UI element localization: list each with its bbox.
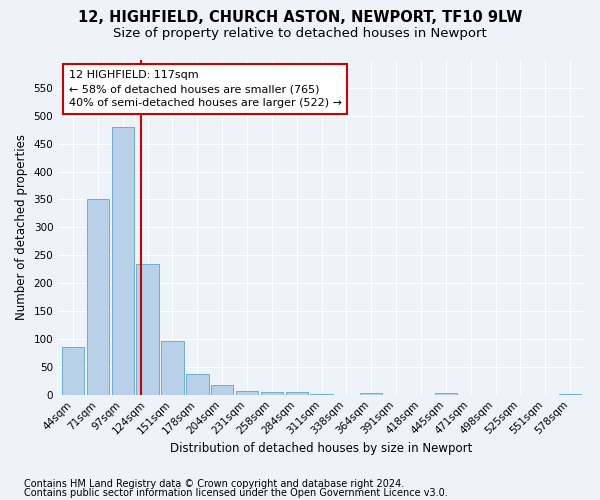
- Bar: [161, 340, 184, 394]
- Bar: [211, 385, 233, 394]
- Text: Contains public sector information licensed under the Open Government Licence v3: Contains public sector information licen…: [24, 488, 448, 498]
- Bar: [434, 393, 457, 394]
- Bar: [87, 200, 109, 394]
- Y-axis label: Number of detached properties: Number of detached properties: [15, 134, 28, 320]
- Text: Contains HM Land Registry data © Crown copyright and database right 2024.: Contains HM Land Registry data © Crown c…: [24, 479, 404, 489]
- Text: 12, HIGHFIELD, CHURCH ASTON, NEWPORT, TF10 9LW: 12, HIGHFIELD, CHURCH ASTON, NEWPORT, TF…: [78, 10, 522, 25]
- Text: 12 HIGHFIELD: 117sqm
← 58% of detached houses are smaller (765)
40% of semi-deta: 12 HIGHFIELD: 117sqm ← 58% of detached h…: [69, 70, 342, 108]
- Bar: [286, 392, 308, 394]
- X-axis label: Distribution of detached houses by size in Newport: Distribution of detached houses by size …: [170, 442, 473, 455]
- Bar: [260, 392, 283, 394]
- Text: Size of property relative to detached houses in Newport: Size of property relative to detached ho…: [113, 28, 487, 40]
- Bar: [62, 348, 84, 395]
- Bar: [112, 127, 134, 394]
- Bar: [186, 374, 209, 394]
- Bar: [360, 393, 382, 394]
- Bar: [236, 391, 258, 394]
- Bar: [136, 264, 159, 394]
